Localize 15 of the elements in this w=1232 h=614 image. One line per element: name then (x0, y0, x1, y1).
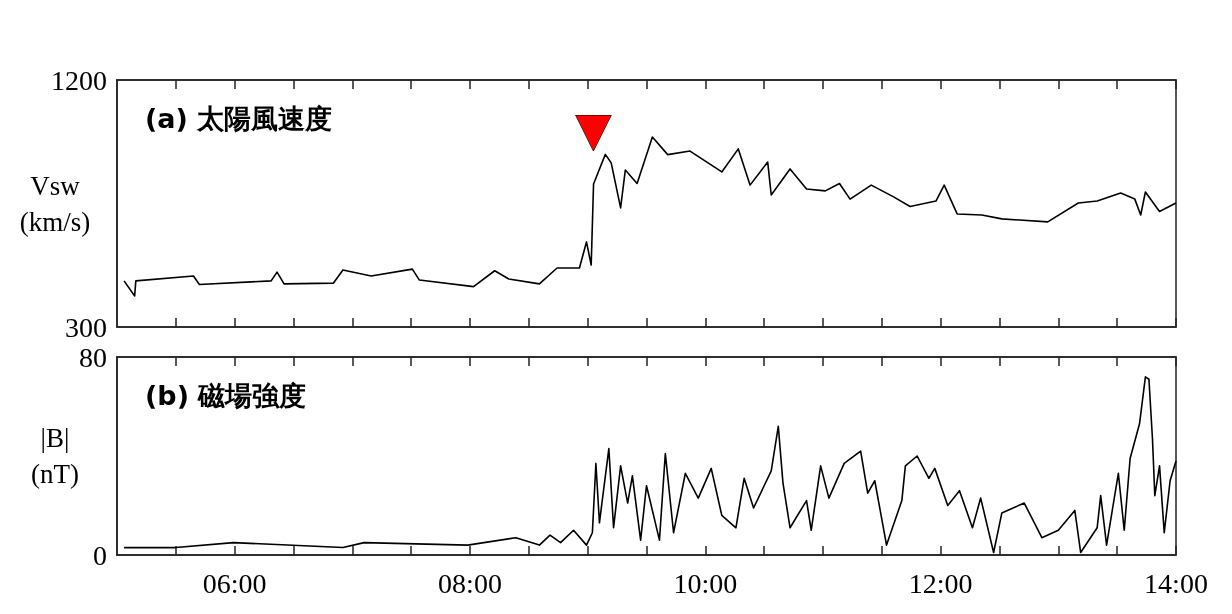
x-tick-label: 14:00 (1144, 567, 1208, 599)
x-tick-label: 06:00 (202, 567, 267, 599)
text: (a) 太陽風速度 (145, 103, 333, 134)
text: (b) 磁場強度 (145, 380, 307, 411)
x-tick-label: 10:00 (673, 567, 738, 599)
y-tick-label: 0 (93, 539, 107, 571)
x-tick-label: 12:00 (908, 567, 973, 599)
y-tick-label: 80 (79, 341, 107, 373)
line-series (123, 376, 1177, 554)
y-tick-label: 300 (65, 311, 107, 343)
y-tick-label: 1200 (51, 64, 107, 96)
annotation: ▼ (575, 102, 612, 157)
y-axis-title: Vsw (km/s) (19, 170, 91, 237)
x-tick-label: 08:00 (438, 567, 502, 599)
y-axis-title: |B| (nT) (31, 423, 79, 489)
